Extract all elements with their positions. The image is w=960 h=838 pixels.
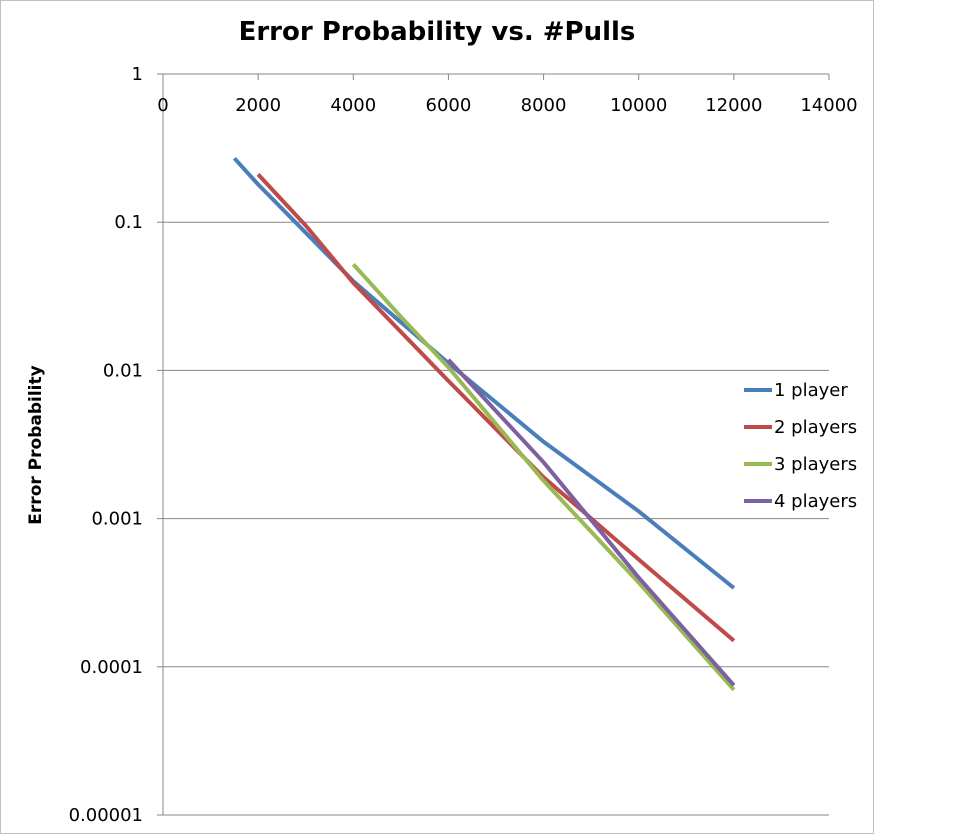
series-line [351, 262, 736, 692]
y-tick-label: 0.01 [103, 360, 143, 381]
legend: 1 player 2 players 3 players 4 players [744, 380, 857, 512]
series-line [256, 173, 736, 643]
y-axis-label: Error Probability [26, 365, 46, 524]
x-tick-label: 0 [157, 95, 168, 116]
x-tick-label: 12000 [705, 95, 762, 116]
x-tick-label: 2000 [235, 95, 281, 116]
x-tick-label: 14000 [800, 95, 857, 116]
x-tick-label: 8000 [521, 95, 567, 116]
gridlines [163, 73, 829, 816]
series-lines [232, 156, 736, 692]
y-tick-label: 0.001 [91, 509, 143, 530]
x-tick-label: 10000 [610, 95, 667, 116]
series-line [232, 156, 736, 590]
y-tick-label: 0.1 [114, 212, 143, 233]
legend-label: 3 players [774, 454, 857, 475]
chart-title: Error Probability vs. #Pulls [239, 17, 636, 47]
x-tick-label: 6000 [426, 95, 472, 116]
x-tick-label: 4000 [330, 95, 376, 116]
series-line [446, 358, 736, 687]
y-tick-label: 0.0001 [80, 657, 143, 678]
legend-label: 1 player [774, 380, 848, 401]
legend-label: 4 players [774, 491, 857, 512]
y-tick-label: 1 [132, 64, 143, 85]
axes: 1 0.1 0.01 0.001 0.0001 0.00001 0 2000 4000 6000 8… [69, 64, 858, 826]
chart-frame [0, 0, 874, 834]
legend-label: 2 players [774, 417, 857, 438]
y-tick-label: 0.00001 [69, 805, 143, 826]
